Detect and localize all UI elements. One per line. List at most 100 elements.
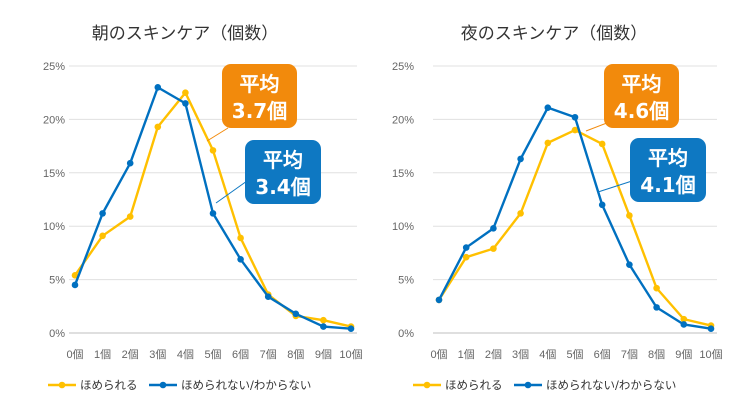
data-point — [490, 245, 497, 252]
average-callout: 平均 3.7個 — [222, 64, 297, 128]
y-tick-label: 15% — [392, 168, 414, 180]
callout-label: 平均 — [240, 72, 280, 96]
y-tick-label: 20% — [392, 114, 414, 126]
chart-panel-1: 朝のスキンケア（個数） 0% 5% 10% 15% 20% 25% 0個 1個 2個 3個 4個 5個 6… — [43, 24, 363, 392]
data-point — [571, 113, 579, 121]
average-callout: 平均 4.6個 — [604, 64, 679, 128]
data-point — [126, 213, 134, 220]
data-point — [99, 210, 106, 217]
data-point — [653, 284, 660, 292]
callout-label: 平均 — [648, 146, 688, 170]
legend-marker — [423, 381, 431, 389]
data-point — [264, 293, 272, 300]
legend-marker — [159, 381, 167, 389]
legend-marker — [524, 381, 532, 389]
data-point — [598, 140, 606, 148]
callout-leader — [215, 180, 248, 204]
legend-marker — [58, 381, 66, 389]
callout-value: 4.1個 — [640, 173, 695, 197]
callout-value: 3.4個 — [255, 175, 310, 199]
x-tick-label: 10個 — [339, 348, 362, 361]
x-tick-label: 4個 — [177, 348, 194, 361]
data-point — [237, 234, 244, 242]
x-tick-label: 6個 — [594, 348, 611, 361]
x-tick-label: 10個 — [699, 348, 722, 361]
callout-box — [630, 138, 706, 202]
data-point — [653, 304, 660, 311]
x-tick-label: 2個 — [122, 348, 139, 361]
y-tick-label: 10% — [392, 221, 414, 233]
x-tick-label: 6個 — [232, 348, 249, 361]
callout-value: 3.7個 — [232, 99, 287, 123]
y-tick-label: 25% — [392, 61, 414, 73]
average-callout: 平均 4.1個 — [630, 138, 706, 202]
callout-box — [604, 64, 679, 128]
data-point — [209, 147, 217, 154]
x-tick-label: 1個 — [458, 348, 475, 361]
data-point — [571, 126, 579, 134]
callout-label: 平均 — [622, 72, 662, 96]
data-point — [626, 261, 633, 268]
chart-title: 朝のスキンケア（個数） — [92, 24, 279, 44]
data-point — [209, 210, 217, 217]
x-tick-label: 1個 — [94, 348, 111, 361]
data-point — [517, 155, 524, 163]
average-callout: 平均 3.4個 — [245, 140, 321, 204]
callout-value: 4.6個 — [614, 99, 669, 123]
callout-box — [222, 64, 297, 128]
x-tick-label: 9個 — [675, 348, 692, 361]
y-tick-label: 15% — [43, 168, 65, 180]
legend-label: ほめられる — [80, 378, 138, 392]
data-point — [462, 253, 470, 261]
callout-label: 平均 — [263, 148, 303, 172]
data-point — [598, 201, 606, 209]
y-tick-label: 25% — [43, 61, 65, 73]
legend-item: ほめられる — [413, 378, 503, 392]
callout-box — [245, 140, 321, 204]
x-tick-label: 3個 — [149, 348, 166, 361]
data-point — [71, 281, 79, 289]
data-point — [544, 139, 552, 147]
data-point — [347, 325, 355, 333]
data-point — [237, 256, 244, 263]
callout-leader — [206, 127, 229, 142]
x-tick-label: 5個 — [204, 348, 221, 361]
legend-label: ほめられる — [445, 378, 503, 392]
y-tick-label: 5% — [49, 275, 65, 287]
x-tick-label: 8個 — [287, 348, 304, 361]
x-tick-label: 4個 — [539, 348, 556, 361]
legend-label: ほめられない/わからない — [181, 378, 311, 392]
data-point — [707, 325, 715, 333]
legend-item: ほめられない/わからない — [149, 378, 311, 392]
y-tick-label: 0% — [398, 328, 414, 340]
legend-label: ほめられない/わからない — [546, 378, 676, 392]
data-point — [462, 244, 470, 251]
callout-leader — [597, 180, 633, 193]
data-point — [71, 272, 79, 279]
chart-panel-2: 夜のスキンケア（個数） 0% 5% 10% 15% 20% 25% 0個 1個 2個 3個 4個 5個 6… — [392, 24, 723, 392]
data-point — [680, 315, 688, 323]
series-line-2 — [73, 86, 352, 330]
legend-item: ほめられない/わからない — [514, 378, 676, 392]
x-tick-label: 7個 — [621, 348, 638, 361]
x-tick-label: 5個 — [566, 348, 583, 361]
data-point — [154, 84, 162, 91]
x-tick-label: 8個 — [648, 348, 665, 361]
x-tick-label: 3個 — [512, 348, 529, 361]
data-point — [126, 159, 134, 167]
legend-item: ほめられる — [48, 378, 138, 392]
data-point — [99, 232, 106, 240]
data-point — [154, 123, 162, 131]
data-point — [435, 296, 443, 304]
data-point — [320, 316, 327, 324]
data-point — [182, 89, 189, 96]
x-tick-label: 0個 — [430, 348, 447, 361]
data-point — [517, 210, 524, 217]
data-point — [626, 212, 633, 219]
x-tick-label: 9個 — [315, 348, 332, 361]
x-tick-label: 2個 — [485, 348, 502, 361]
data-point — [320, 323, 327, 330]
y-tick-label: 10% — [43, 221, 65, 233]
y-tick-label: 5% — [398, 275, 414, 287]
